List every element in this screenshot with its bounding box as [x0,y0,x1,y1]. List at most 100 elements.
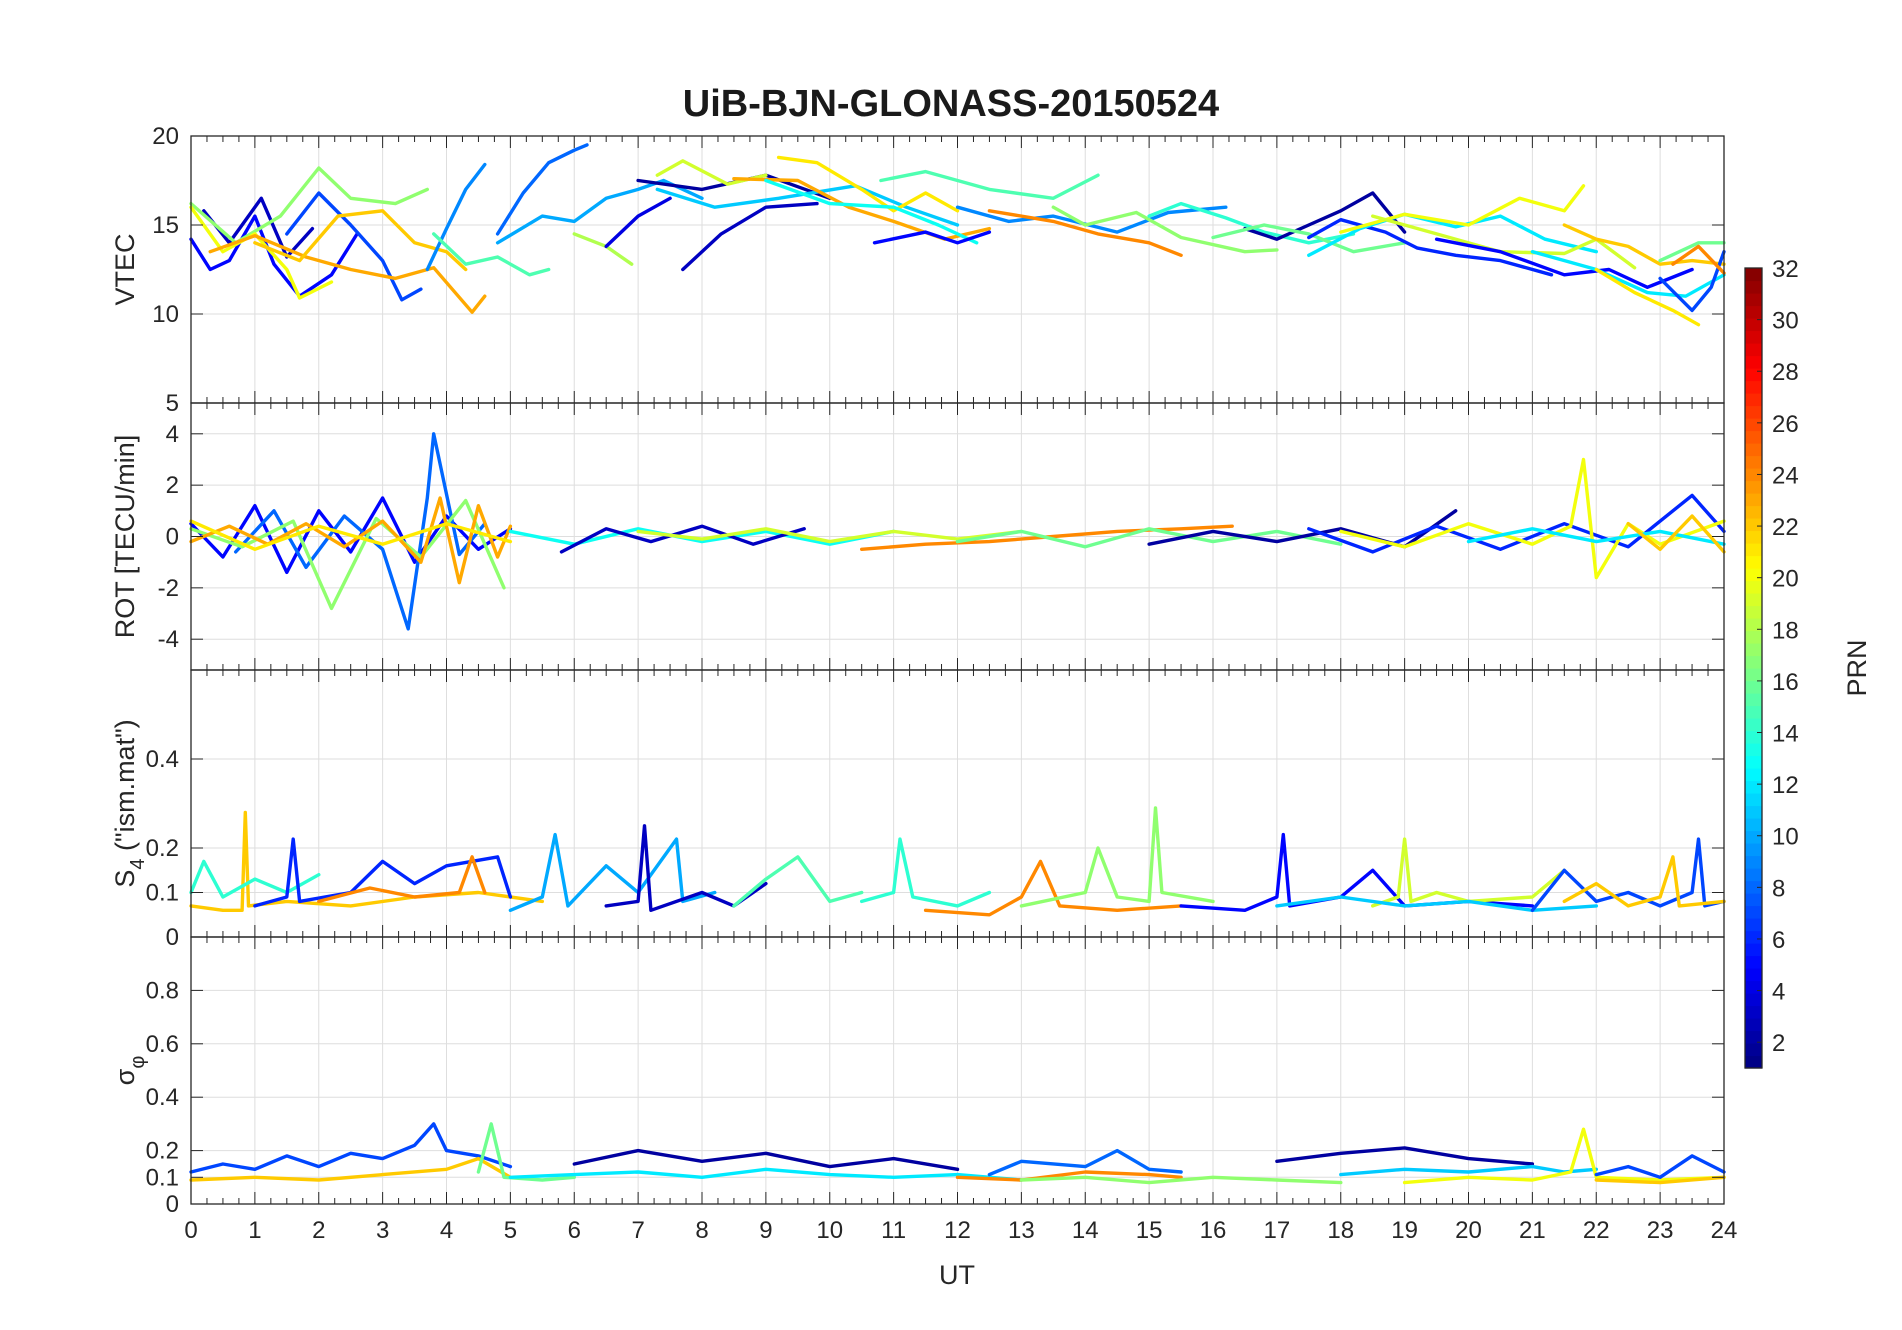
colorbar-segment [1745,980,1762,994]
series-prn-8 [987,1148,1183,1177]
y-tick-label: 0.1 [146,1164,179,1191]
y-tick-label: 0.1 [146,880,179,907]
colorbar-segment [1745,268,1762,282]
colorbar-segment [1745,330,1762,344]
series-prn-24 [860,524,1234,551]
x-tick-label: 17 [1264,1217,1291,1244]
series-prn-9 [425,162,487,272]
colorbar-segment [1745,918,1762,932]
colorbar-segment [1745,518,1762,532]
colorbar-segment [1745,755,1762,769]
colorbar-segment [1745,855,1762,869]
series-prn-22 [253,209,468,272]
colorbar-segment [1745,905,1762,919]
colorbar-segment [1745,418,1762,432]
series-prn-5 [1434,237,1694,289]
series-prn-12 [508,1167,1024,1182]
series-prn-2 [1147,509,1458,549]
series-prn-22 [189,810,544,912]
colorbar-segment [1745,880,1762,894]
series-prn-7 [189,1122,513,1174]
colorbar-segment [1745,1018,1762,1032]
x-tick-label: 4 [440,1217,453,1244]
colorbar-segment [1745,743,1762,757]
colorbar-segment [1745,1005,1762,1019]
series-prn-21 [1594,267,1701,327]
series-prn-7 [1658,249,1726,313]
colorbar-tick-label: 2 [1772,1030,1785,1057]
colorbar-tick-label: 4 [1772,979,1785,1006]
x-tick-label: 13 [1008,1217,1035,1244]
colorbar-segment [1745,368,1762,382]
series-prn-12 [1530,249,1726,298]
colorbar-segment [1745,818,1762,832]
y-axis-label-main: S [110,870,140,888]
series-prn-10 [495,178,704,245]
y-tick-label: 0 [166,524,179,551]
colorbar-segment [1745,443,1762,457]
series-prn-24 [1671,244,1726,275]
x-tick-label: 15 [1136,1217,1163,1244]
colorbar-frame [1744,267,1763,1069]
colorbar-segment [1745,355,1762,369]
series-prn-12 [1466,527,1726,546]
y-tick-label: 0.4 [146,746,179,773]
x-axis-label: UT [939,1260,975,1290]
colorbar-segment [1745,1055,1762,1069]
y-tick-label: 0.6 [146,1031,179,1058]
colorbar-segment [1745,430,1762,444]
series-prn-24 [955,1170,1183,1182]
y-tick-label: 0.4 [146,1084,179,1111]
colorbar-segment [1745,405,1762,419]
colorbar-segment [1745,318,1762,332]
x-tick-label: 18 [1327,1217,1354,1244]
colorbar-tick-label: 6 [1772,927,1785,954]
y-tick-label: 0 [166,1191,179,1218]
colorbar-tick-label: 18 [1772,617,1799,644]
colorbar-segment [1745,605,1762,619]
y-tick-label: 5 [166,390,179,417]
x-tick-label: 16 [1200,1217,1227,1244]
colorbar-segment [1745,680,1762,694]
colorbar-segment [1745,455,1762,469]
series-prn-18 [572,232,634,266]
series-prn-15 [732,855,864,908]
x-tick-label: 9 [759,1217,772,1244]
y-axis-label-rot: ROT [TECU/min] [110,435,140,639]
y-tick-label: 0.2 [146,835,179,862]
y-axis-label-vtec: VTEC [110,233,140,305]
series-prn-19 [1370,837,1567,908]
y-tick-label: -2 [158,575,179,602]
colorbar-tick-label: 12 [1772,772,1799,799]
colorbar-tick-label: 26 [1772,411,1799,438]
colorbar-segment [1745,1030,1762,1044]
panel-s4: 00.10.20.4S4 ("ism.mat") [110,669,1726,951]
series-prn-10 [508,832,717,912]
x-tick-label: 20 [1455,1217,1482,1244]
series-prn-20 [189,205,334,300]
y-axis-label-main: σ [110,1068,140,1085]
colorbar-segment [1745,643,1762,657]
x-tick-label: 7 [631,1217,644,1244]
panel-sigma_phi: 00.10.2 0.4 0.6 0.8 σφ [110,936,1726,1218]
series-prn-20 [1402,1127,1726,1185]
colorbar-segment [1745,568,1762,582]
series-prn-2 [1275,1146,1535,1166]
colorbar-segment [1745,493,1762,507]
colorbar-segment [1745,618,1762,632]
series-prn-22 [1562,855,1726,908]
y-tick-label: 0.8 [146,977,179,1004]
colorbar-segment [1745,480,1762,494]
x-tick-label: 0 [184,1217,197,1244]
colorbar-segment [1745,730,1762,744]
series-prn-21 [776,155,960,213]
series-prn-5 [872,230,992,245]
colorbar-tick-label: 22 [1772,514,1799,541]
y-axis-label-rest: ("ism.mat") [110,719,140,858]
colorbar-segment [1745,530,1762,544]
colorbar-segment [1745,593,1762,607]
colorbar-segment [1745,393,1762,407]
